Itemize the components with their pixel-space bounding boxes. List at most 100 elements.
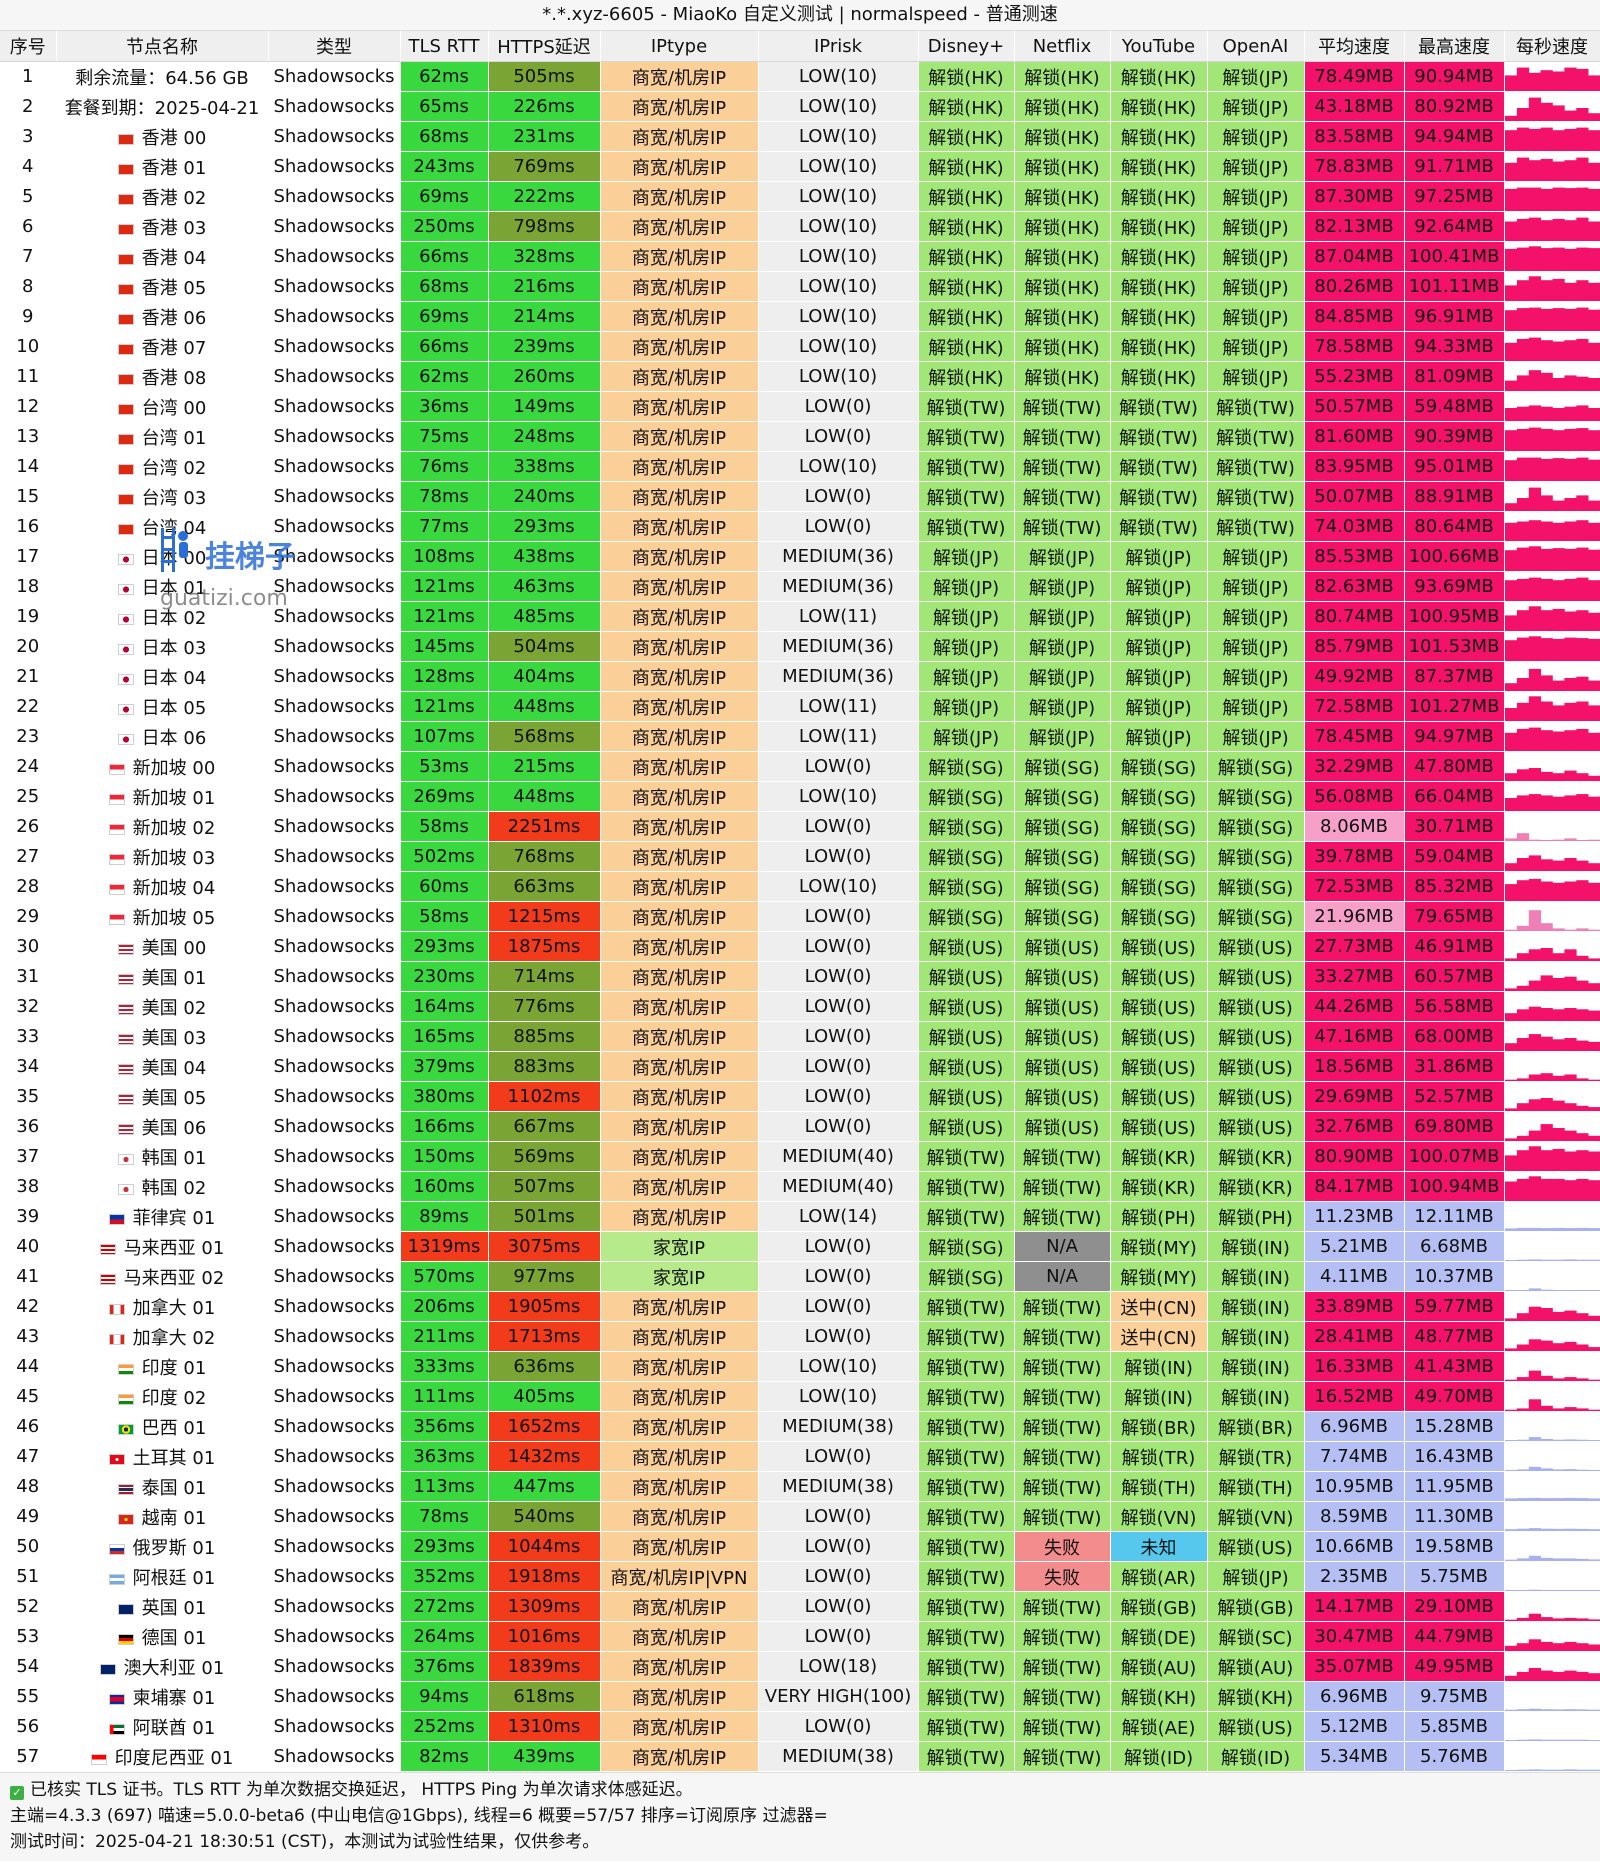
table-row[interactable]: 14 台湾 02 Shadowsocks 76ms 338ms 商宽/机房IP LOW(10… <box>0 451 1600 482</box>
table-row[interactable]: 36 美国 06 Shadowsocks 166ms 667ms 商宽/机房IP LOW(0… <box>0 1111 1600 1142</box>
protocol-type: Shadowsocks <box>268 1201 401 1232</box>
table-row[interactable]: 5 香港 02 Shadowsocks 69ms 222ms 商宽/机房IP LOW(10)… <box>0 181 1600 212</box>
https-latency-value: 885ms <box>488 1021 601 1052</box>
speed-bar <box>1528 727 1541 751</box>
col-header-disney[interactable]: Disney+ <box>918 31 1015 62</box>
table-row[interactable]: 27 新加坡 03 Shadowsocks 502ms 768ms 商宽/机房IP LOW(… <box>0 841 1600 872</box>
table-row[interactable]: 24 新加坡 00 Shadowsocks 53ms 215ms 商宽/机房IP LOW(0… <box>0 751 1600 782</box>
col-header-iprisk[interactable]: IPrisk <box>758 31 919 62</box>
max-speed-value: 94.33MB <box>1404 331 1505 362</box>
speed-bar <box>1504 1079 1517 1081</box>
col-header-tls-rtt[interactable]: TLS RTT <box>400 31 489 62</box>
table-row[interactable]: 57 印度尼西亚 01 Shadowsocks 82ms 439ms 商宽/机房IP MED… <box>0 1741 1600 1772</box>
col-header-https-latency[interactable]: HTTPS延迟 <box>488 31 601 62</box>
table-row[interactable]: 1 剩余流量：64.56 GB Shadowsocks 62ms 505ms 商宽/机房I… <box>0 61 1600 92</box>
col-header-netflix[interactable]: Netflix <box>1014 31 1111 62</box>
max-speed-value: 96.91MB <box>1404 301 1505 332</box>
table-row[interactable]: 31 美国 01 Shadowsocks 230ms 714ms 商宽/机房IP LOW(0… <box>0 961 1600 992</box>
speed-sparkline <box>1504 1639 1599 1651</box>
table-row[interactable]: 21 日本 04 Shadowsocks 128ms 404ms 商宽/机房IP MEDIU… <box>0 661 1600 692</box>
netflix-status: 解锁(JP) <box>1014 691 1111 722</box>
col-header-openai[interactable]: OpenAI <box>1207 31 1305 62</box>
table-row[interactable]: 22 日本 05 Shadowsocks 121ms 448ms 商宽/机房IP LOW(1… <box>0 691 1600 722</box>
speed-bar <box>1540 795 1553 811</box>
col-header-youtube[interactable]: YouTube <box>1110 31 1208 62</box>
table-row[interactable]: 19 日本 02 Shadowsocks 121ms 485ms 商宽/机房IP LOW(1… <box>0 601 1600 632</box>
table-row[interactable]: 6 香港 03 Shadowsocks 250ms 798ms 商宽/机房IP LOW(10… <box>0 211 1600 242</box>
table-row[interactable]: 23 日本 06 Shadowsocks 107ms 568ms 商宽/机房IP LOW(1… <box>0 721 1600 752</box>
table-row[interactable]: 35 美国 05 Shadowsocks 380ms 1102ms 商宽/机房IP LOW(… <box>0 1081 1600 1112</box>
node-name-cell: 台湾 02 <box>56 451 269 482</box>
netflix-status: 解锁(TW) <box>1014 1711 1111 1742</box>
speed-sparkline <box>1504 833 1599 841</box>
https-latency-value: 768ms <box>488 841 601 872</box>
table-row[interactable]: 39 菲律宾 01 Shadowsocks 89ms 501ms 商宽/机房IP LOW(1… <box>0 1201 1600 1232</box>
max-speed-value: 52.57MB <box>1404 1081 1505 1112</box>
table-row[interactable]: 33 美国 03 Shadowsocks 165ms 885ms 商宽/机房IP LOW(0… <box>0 1021 1600 1052</box>
table-row[interactable]: 16 台湾 04 Shadowsocks 77ms 293ms 商宽/机房IP LOW(0)… <box>0 511 1600 542</box>
table-row[interactable]: 54 澳大利亚 01 Shadowsocks 376ms 1839ms 商宽/机房IP LO… <box>0 1651 1600 1682</box>
table-row[interactable]: 20 日本 03 Shadowsocks 145ms 504ms 商宽/机房IP MEDIU… <box>0 631 1600 662</box>
table-row[interactable]: 11 香港 08 Shadowsocks 62ms 260ms 商宽/机房IP LOW(10… <box>0 361 1600 392</box>
table-row[interactable]: 32 美国 02 Shadowsocks 164ms 776ms 商宽/机房IP LOW(0… <box>0 991 1600 1022</box>
node-name-cell: 德国 01 <box>56 1621 269 1652</box>
protocol-type: Shadowsocks <box>268 241 401 272</box>
table-row[interactable]: 45 印度 02 Shadowsocks 111ms 405ms 商宽/机房IP LOW(1… <box>0 1381 1600 1412</box>
table-row[interactable]: 10 香港 07 Shadowsocks 66ms 239ms 商宽/机房IP LOW(10… <box>0 331 1600 362</box>
avg-speed-value: 33.89MB <box>1304 1291 1405 1322</box>
row-index: 4 <box>0 151 57 182</box>
table-row[interactable]: 42 加拿大 01 Shadowsocks 206ms 1905ms 商宽/机房IP LOW… <box>0 1291 1600 1322</box>
table-row[interactable]: 26 新加坡 02 Shadowsocks 58ms 2251ms 商宽/机房IP LOW(… <box>0 811 1600 842</box>
col-header-per-second-speed[interactable]: 每秒速度 <box>1504 31 1600 62</box>
table-row[interactable]: 52 英国 01 Shadowsocks 272ms 1309ms 商宽/机房IP LOW(… <box>0 1591 1600 1622</box>
table-row[interactable]: 29 新加坡 05 Shadowsocks 58ms 1215ms 商宽/机房IP LOW(… <box>0 901 1600 932</box>
table-row[interactable]: 37 韩国 01 Shadowsocks 150ms 569ms 商宽/机房IP MEDIU… <box>0 1141 1600 1172</box>
col-header-index[interactable]: 序号 <box>0 31 57 62</box>
table-row[interactable]: 47 土耳其 01 Shadowsocks 363ms 1432ms 商宽/机房IP LOW… <box>0 1441 1600 1472</box>
table-row[interactable]: 49 越南 01 Shadowsocks 78ms 540ms 商宽/机房IP LOW(0)… <box>0 1501 1600 1532</box>
table-row[interactable]: 41 马来西亚 02 Shadowsocks 570ms 977ms 家宽IP LOW(0)… <box>0 1261 1600 1292</box>
max-speed-value: 101.53MB <box>1404 631 1505 662</box>
ph-flag-icon <box>108 1213 125 1225</box>
table-row[interactable]: 50 俄罗斯 01 Shadowsocks 293ms 1044ms 商宽/机房IP LOW… <box>0 1531 1600 1562</box>
table-row[interactable]: 4 香港 01 Shadowsocks 243ms 769ms 商宽/机房IP LOW(10… <box>0 151 1600 182</box>
https-latency-value: 1432ms <box>488 1441 601 1472</box>
table-row[interactable]: 34 美国 04 Shadowsocks 379ms 883ms 商宽/机房IP LOW(0… <box>0 1051 1600 1082</box>
col-header-max-speed[interactable]: 最高速度 <box>1404 31 1505 62</box>
table-row[interactable]: 15 台湾 03 Shadowsocks 78ms 240ms 商宽/机房IP LOW(0)… <box>0 481 1600 512</box>
speed-bar <box>1516 308 1529 331</box>
col-header-iptype[interactable]: IPtype <box>600 31 759 62</box>
table-row[interactable]: 25 新加坡 01 Shadowsocks 269ms 448ms 商宽/机房IP LOW(… <box>0 781 1600 812</box>
table-row[interactable]: 17 日本 00 Shadowsocks 108ms 438ms 商宽/机房IP MEDIU… <box>0 541 1600 572</box>
table-row[interactable]: 48 泰国 01 Shadowsocks 113ms 447ms 商宽/机房IP MEDIU… <box>0 1471 1600 1502</box>
per-second-speed-chart <box>1504 361 1600 392</box>
https-latency-value: 618ms <box>488 1681 601 1712</box>
col-header-avg-speed[interactable]: 平均速度 <box>1304 31 1405 62</box>
col-header-node-name[interactable]: 节点名称 <box>56 31 269 62</box>
table-row[interactable]: 28 新加坡 04 Shadowsocks 60ms 663ms 商宽/机房IP LOW(1… <box>0 871 1600 902</box>
sg-flag-icon <box>108 793 125 805</box>
table-row[interactable]: 12 台湾 00 Shadowsocks 36ms 149ms 商宽/机房IP LOW(0)… <box>0 391 1600 422</box>
table-row[interactable]: 43 加拿大 02 Shadowsocks 211ms 1713ms 商宽/机房IP LOW… <box>0 1321 1600 1352</box>
table-row[interactable]: 55 柬埔寨 01 Shadowsocks 94ms 618ms 商宽/机房IP VERY … <box>0 1681 1600 1712</box>
table-row[interactable]: 7 香港 04 Shadowsocks 66ms 328ms 商宽/机房IP LOW(10)… <box>0 241 1600 272</box>
table-row[interactable]: 2 套餐到期：2025-04-21 Shadowsocks 65ms 226ms 商宽/机… <box>0 91 1600 122</box>
table-row[interactable]: 8 香港 05 Shadowsocks 68ms 216ms 商宽/机房IP LOW(10)… <box>0 271 1600 302</box>
col-header-type[interactable]: 类型 <box>268 31 401 62</box>
table-row[interactable]: 53 德国 01 Shadowsocks 264ms 1016ms 商宽/机房IP LOW(… <box>0 1621 1600 1652</box>
table-row[interactable]: 38 韩国 02 Shadowsocks 160ms 507ms 商宽/机房IP MEDIU… <box>0 1171 1600 1202</box>
in-flag-icon <box>117 1363 134 1375</box>
table-row[interactable]: 9 香港 06 Shadowsocks 69ms 214ms 商宽/机房IP LOW(10)… <box>0 301 1600 332</box>
https-latency-value: 439ms <box>488 1741 601 1772</box>
iprisk-value: LOW(18) <box>758 1651 919 1682</box>
table-row[interactable]: 56 阿联酋 01 Shadowsocks 252ms 1310ms 商宽/机房IP LOW… <box>0 1711 1600 1742</box>
table-row[interactable]: 44 印度 01 Shadowsocks 333ms 636ms 商宽/机房IP LOW(1… <box>0 1351 1600 1382</box>
table-row[interactable]: 3 香港 00 Shadowsocks 68ms 231ms 商宽/机房IP LOW(10)… <box>0 121 1600 152</box>
table-row[interactable]: 40 马来西亚 01 Shadowsocks 1319ms 3075ms 家宽IP LOW(… <box>0 1231 1600 1262</box>
table-row[interactable]: 30 美国 00 Shadowsocks 293ms 1875ms 商宽/机房IP LOW(… <box>0 931 1600 962</box>
table-row[interactable]: 13 台湾 01 Shadowsocks 75ms 248ms 商宽/机房IP LOW(0)… <box>0 421 1600 452</box>
speed-bar <box>1516 769 1529 781</box>
table-row[interactable]: 51 阿根廷 01 Shadowsocks 352ms 1918ms 商宽/机房IP|VP… <box>0 1561 1600 1592</box>
table-row[interactable]: 46 巴西 01 Shadowsocks 356ms 1652ms 商宽/机房IP MEDI… <box>0 1411 1600 1442</box>
table-row[interactable]: 18 日本 01 Shadowsocks 121ms 463ms 商宽/机房IP MEDIU… <box>0 571 1600 602</box>
